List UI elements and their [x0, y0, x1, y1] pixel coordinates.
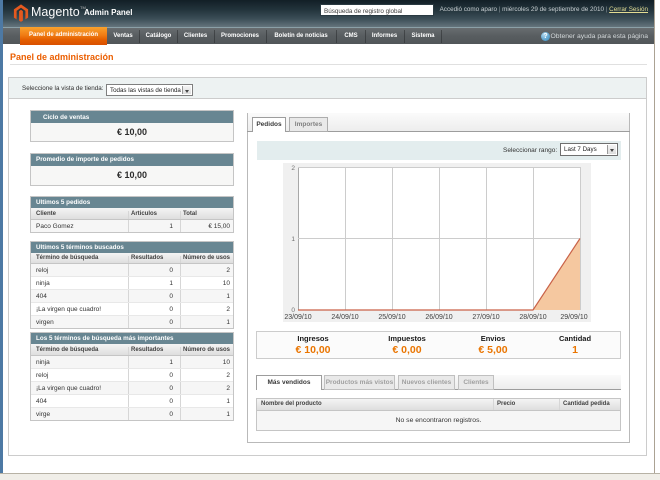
svg-text:27/09/10: 27/09/10	[472, 314, 499, 321]
svg-text:28/09/10: 28/09/10	[519, 314, 546, 321]
svg-text:2: 2	[291, 165, 295, 172]
svg-text:23/09/10: 23/09/10	[284, 314, 311, 321]
svg-text:25/09/10: 25/09/10	[378, 314, 405, 321]
svg-text:24/09/10: 24/09/10	[331, 314, 358, 321]
svg-text:29/09/10: 29/09/10	[560, 314, 587, 321]
svg-text:26/09/10: 26/09/10	[425, 314, 452, 321]
svg-text:0: 0	[291, 307, 295, 314]
svg-text:1: 1	[291, 236, 295, 243]
